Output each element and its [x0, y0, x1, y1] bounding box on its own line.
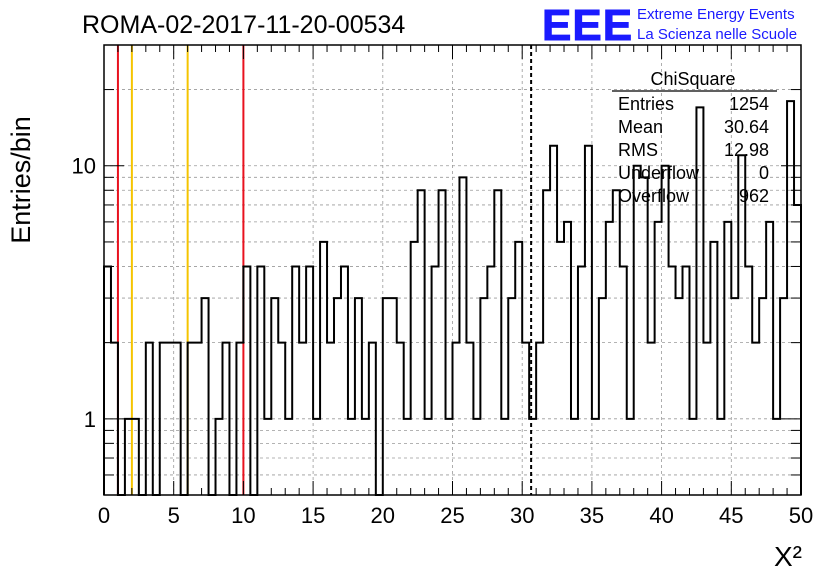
stats-row-value: 0	[759, 163, 769, 183]
stats-row-label: Entries	[618, 94, 674, 114]
stats-row-label: Mean	[618, 117, 663, 137]
x-tick-label: 45	[719, 503, 743, 528]
x-tick-label: 40	[649, 503, 673, 528]
stats-box: ChiSquare Entries 1254 Mean 30.64 RMS 12.98 Un…	[612, 69, 777, 206]
y-tick-label: 1	[84, 407, 96, 432]
eee-logo: EEE	[542, 1, 633, 50]
x-tick-labels: 0 5 10 15 20 25 30 35 40 45 50	[98, 503, 813, 528]
x-tick-label: 30	[510, 503, 534, 528]
stats-row-label: Underflow	[618, 163, 700, 183]
logo-line-1: Extreme Energy Events	[637, 6, 795, 23]
stats-row-value: 962	[739, 186, 769, 206]
stats-row-label: Overflow	[618, 186, 690, 206]
stats-row-value: 1254	[729, 94, 769, 114]
x-tick-label: 10	[231, 503, 255, 528]
axis-ticks	[103, 44, 802, 496]
x-tick-label: 15	[301, 503, 325, 528]
x-axis-label: X²	[774, 541, 802, 572]
x-tick-label: 20	[371, 503, 395, 528]
stats-row-label: RMS	[618, 140, 658, 160]
stats-row-value: 30.64	[724, 117, 769, 137]
y-tick-label: 10	[72, 154, 96, 179]
x-tick-label: 5	[168, 503, 180, 528]
x-tick-label: 35	[580, 503, 604, 528]
stats-title: ChiSquare	[650, 69, 735, 89]
x-tick-label: 0	[98, 503, 110, 528]
x-tick-label: 50	[789, 503, 813, 528]
logo-line-2: La Scienza nelle Scuole	[637, 26, 797, 43]
stats-row-value: 12.98	[724, 140, 769, 160]
y-tick-labels: 1 10	[72, 154, 96, 432]
histogram-outline	[103, 100, 802, 496]
x-tick-label: 25	[440, 503, 464, 528]
run-title: ROMA-02-2017-11-20-00534	[82, 11, 405, 39]
y-axis-label: Entries/bin	[6, 116, 36, 244]
stats-rows: Entries 1254 Mean 30.64 RMS 12.98 Underflow 0 Ov…	[618, 94, 769, 206]
